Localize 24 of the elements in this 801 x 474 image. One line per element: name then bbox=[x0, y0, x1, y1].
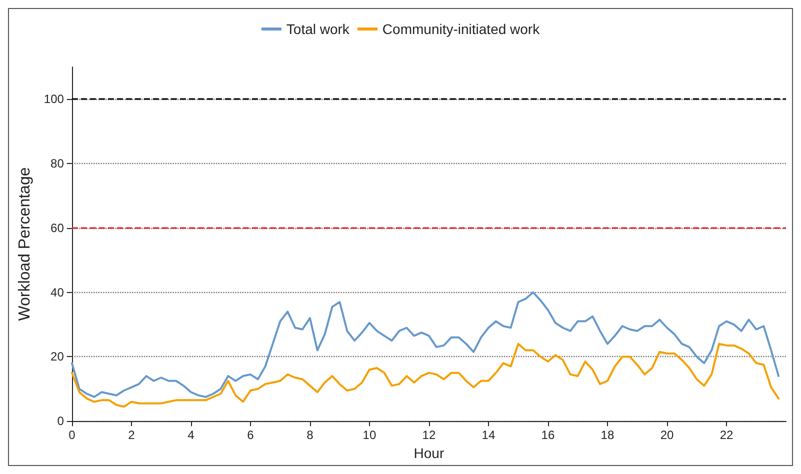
line-series bbox=[70, 291, 780, 398]
y-tick-label: 20 bbox=[50, 350, 64, 364]
y-tick-label: 60 bbox=[50, 220, 64, 235]
x-tick-label: 2 bbox=[128, 428, 136, 442]
x-tick-label: 18 bbox=[600, 428, 614, 442]
x-tick-label: 22 bbox=[720, 428, 734, 442]
x-tick-label: 8 bbox=[306, 428, 314, 442]
y-tick-label: 100 bbox=[44, 92, 64, 106]
x-tick-label: 0 bbox=[68, 428, 76, 442]
x-axis-title: Hour bbox=[414, 445, 444, 461]
x-tick-label: 12 bbox=[422, 428, 436, 442]
x-tick-label: 10 bbox=[362, 428, 376, 442]
x-tick-label: 16 bbox=[541, 428, 555, 442]
y-tick-label: 80 bbox=[50, 156, 64, 171]
legend-label: Total work bbox=[286, 21, 350, 37]
line-series bbox=[70, 342, 780, 408]
y-tick-label: 0 bbox=[57, 414, 64, 428]
x-tick-label: 6 bbox=[247, 428, 254, 442]
y-tick-label: 40 bbox=[50, 285, 64, 300]
x-tick-label: 4 bbox=[188, 428, 195, 442]
legend-label: Community-initiated work bbox=[382, 21, 541, 37]
x-tick-label: 20 bbox=[660, 428, 674, 442]
x-tick-label: 14 bbox=[482, 428, 496, 442]
y-axis-title: Workload Percentage bbox=[16, 167, 34, 321]
